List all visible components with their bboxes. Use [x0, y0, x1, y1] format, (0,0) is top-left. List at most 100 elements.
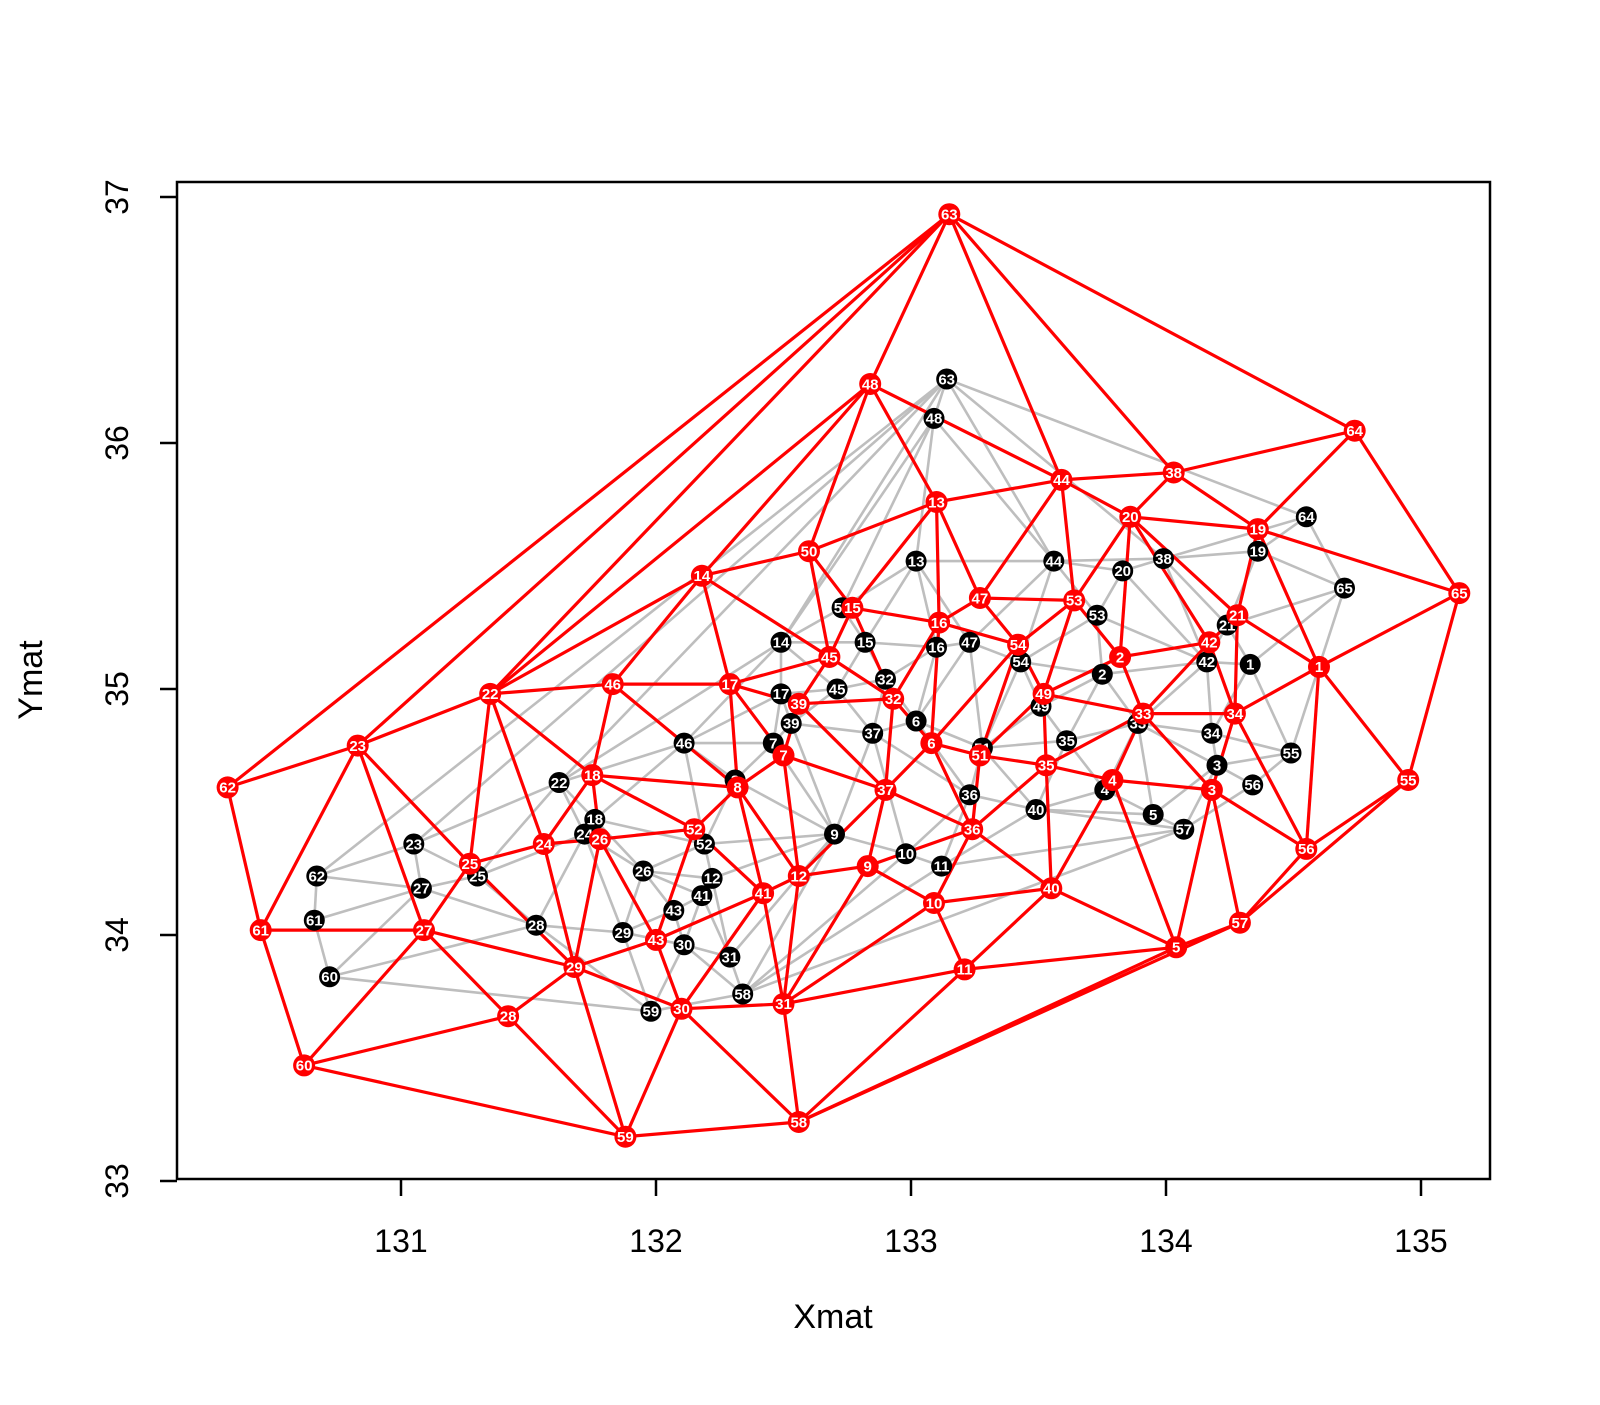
- red-edge: [1236, 613, 1320, 669]
- red-edge: [356, 744, 472, 865]
- red-node-marker: [1007, 633, 1030, 656]
- red-node-label: 46: [604, 676, 621, 693]
- red-node-52: 52: [683, 818, 706, 841]
- red-edge: [782, 865, 870, 1005]
- gray-node-30: 30: [673, 934, 695, 956]
- red-edge: [700, 575, 732, 685]
- red-edge: [1257, 527, 1460, 595]
- red-node-35: 35: [1035, 754, 1058, 777]
- red-edge: [797, 702, 887, 792]
- gray-node-64: 64: [1295, 506, 1317, 528]
- red-node-label: 6: [927, 735, 935, 752]
- red-node-42: 42: [1198, 631, 1221, 654]
- red-node-label: 29: [566, 959, 583, 976]
- gray-node-label: 62: [308, 868, 325, 885]
- red-node-label: 3: [1208, 782, 1216, 799]
- red-node-45: 45: [818, 646, 841, 668]
- red-node-label: 57: [1232, 915, 1249, 932]
- red-edge: [590, 683, 615, 776]
- red-node-layer: 1234567891011121314151617181920212223242…: [216, 203, 1471, 1148]
- red-node-marker: [726, 776, 749, 799]
- red-edge: [1234, 665, 1320, 715]
- red-node-18: 18: [581, 764, 604, 787]
- gray-node-53: 53: [1086, 604, 1108, 626]
- red-node-label: 33: [1135, 706, 1152, 723]
- gray-edge: [1065, 673, 1104, 742]
- red-edge: [933, 886, 1052, 905]
- red-edge: [932, 902, 967, 971]
- red-edge: [729, 655, 830, 686]
- gray-node-28: 28: [525, 914, 547, 936]
- red-edge: [828, 655, 895, 701]
- gray-edge: [313, 887, 422, 922]
- gray-node-label: 58: [734, 986, 751, 1003]
- red-node-label: 26: [592, 831, 609, 848]
- red-edge: [851, 501, 938, 609]
- gray-node-marker: [548, 772, 570, 793]
- gray-node-label: 29: [615, 925, 632, 942]
- red-edge: [1318, 591, 1461, 669]
- gray-node-16: 16: [926, 636, 947, 658]
- gray-edge: [594, 818, 705, 846]
- red-node-label: 60: [296, 1058, 313, 1075]
- gray-node-marker: [1056, 730, 1078, 752]
- red-node-marker: [346, 734, 369, 757]
- red-edge: [1042, 655, 1121, 696]
- gray-node-label: 56: [1244, 777, 1261, 794]
- red-edge: [979, 596, 1075, 602]
- red-edge: [1017, 599, 1076, 646]
- red-node-marker: [458, 852, 481, 875]
- red-node-marker: [968, 744, 991, 767]
- gray-node-marker: [923, 407, 945, 429]
- red-edge: [1060, 478, 1132, 519]
- red-node-marker: [532, 833, 555, 855]
- red-edge: [1210, 789, 1242, 924]
- gray-node-46: 46: [673, 732, 695, 754]
- gray-edge: [329, 923, 537, 979]
- red-node-54: 54: [1007, 633, 1030, 656]
- red-node-marker: [581, 764, 604, 787]
- red-node-7: 7: [772, 744, 795, 767]
- red-node-61: 61: [249, 919, 272, 942]
- red-node-24: 24: [532, 833, 555, 855]
- gray-edge: [316, 842, 415, 878]
- gray-node-marker: [1247, 540, 1269, 562]
- red-node-marker: [1050, 468, 1073, 491]
- gray-edge: [536, 923, 624, 934]
- red-node-marker: [497, 1005, 520, 1028]
- red-edge: [1045, 763, 1113, 782]
- red-node-53: 53: [1063, 589, 1086, 612]
- gray-node-marker: [905, 710, 927, 732]
- gray-node-47: 47: [959, 631, 981, 653]
- red-node-label: 10: [926, 895, 943, 912]
- gray-node-label: 64: [1298, 509, 1315, 526]
- gray-node-2: 2: [1091, 663, 1113, 685]
- red-edge: [357, 692, 491, 748]
- red-edge: [1118, 516, 1132, 658]
- red-node-3: 3: [1200, 778, 1223, 801]
- gray-edge: [1305, 516, 1346, 589]
- gray-node-marker: [824, 823, 845, 845]
- gray-node-marker: [612, 922, 634, 943]
- red-edge: [680, 1007, 800, 1124]
- gray-edge: [1183, 783, 1254, 831]
- gray-edge: [1035, 808, 1184, 831]
- red-edge: [1044, 765, 1053, 889]
- red-node-marker: [1200, 778, 1223, 801]
- red-node-16: 16: [928, 611, 951, 634]
- red-node-marker: [1132, 702, 1154, 725]
- gray-node-marker: [770, 683, 792, 705]
- gray-node-20: 20: [1112, 560, 1134, 582]
- gray-edge: [1034, 740, 1068, 811]
- red-edge: [302, 929, 426, 1067]
- red-edge: [979, 753, 1047, 767]
- red-node-marker: [479, 682, 502, 705]
- gray-node-marker: [1242, 774, 1264, 796]
- gray-edge: [789, 722, 836, 835]
- red-node-label: 12: [790, 868, 807, 885]
- gray-node-1: 1: [1239, 653, 1261, 675]
- gray-node-39: 39: [780, 712, 802, 734]
- gray-edge: [779, 417, 936, 644]
- gray-edge: [946, 377, 1307, 519]
